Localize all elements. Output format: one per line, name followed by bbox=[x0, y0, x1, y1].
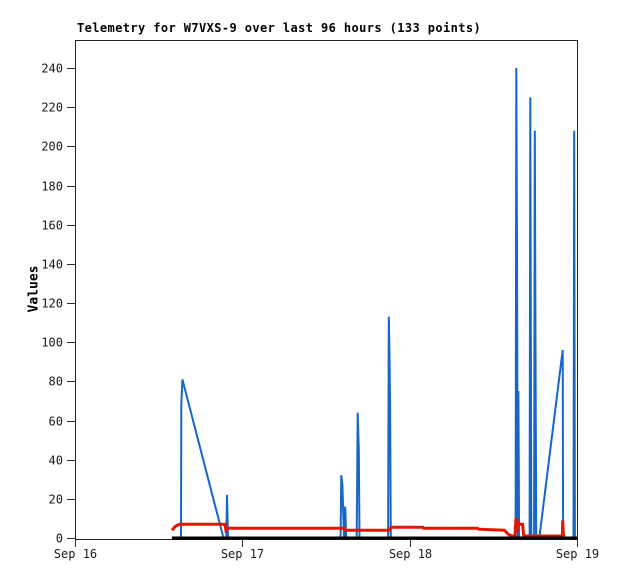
y-tick-label: 40 bbox=[49, 454, 63, 468]
series-telemetry-channel-blue bbox=[180, 67, 576, 539]
x-tick-label: Sep 16 bbox=[54, 547, 97, 561]
plot-border bbox=[75, 40, 578, 540]
y-tick-label: 240 bbox=[41, 62, 63, 76]
x-tick-label: Sep 18 bbox=[389, 547, 432, 561]
y-tick-label: 80 bbox=[49, 375, 63, 389]
y-tick-label: 160 bbox=[41, 219, 63, 233]
y-tick-label: 220 bbox=[41, 101, 63, 115]
series-telemetry-channel-red bbox=[170, 517, 566, 538]
x-tick-label: Sep 17 bbox=[221, 547, 264, 561]
y-tick-label: 120 bbox=[41, 297, 63, 311]
y-tick-label: 200 bbox=[41, 140, 63, 154]
y-tick-label: 180 bbox=[41, 180, 63, 194]
x-tick-label: Sep 19 bbox=[556, 547, 599, 561]
y-tick-label: 20 bbox=[49, 493, 63, 507]
y-tick-label: 0 bbox=[56, 532, 63, 546]
y-tick-label: 60 bbox=[49, 415, 63, 429]
chart-title: Telemetry for W7VXS-9 over last 96 hours… bbox=[77, 21, 482, 35]
y-tick-label: 140 bbox=[41, 258, 63, 272]
y-tick-label: 100 bbox=[41, 336, 63, 350]
